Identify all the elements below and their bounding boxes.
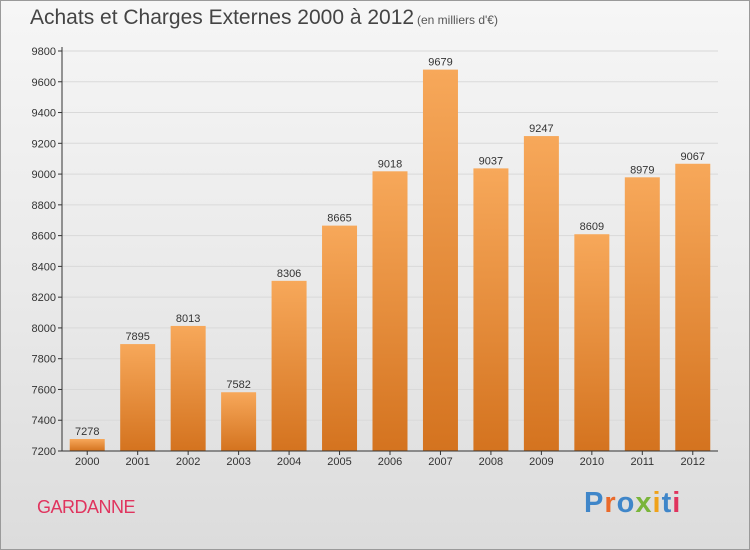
y-tick-label: 9200: [32, 138, 56, 150]
bar: [271, 280, 307, 451]
data-label: 8979: [630, 164, 654, 176]
x-tick-label: 2000: [75, 456, 99, 468]
logo-letter: r: [604, 487, 617, 519]
y-tick-label: 7400: [32, 415, 56, 427]
bar: [69, 439, 105, 451]
bar: [372, 171, 408, 452]
x-tick-label: 2012: [681, 456, 705, 468]
data-label: 7278: [75, 426, 99, 438]
x-tick-label: 2004: [277, 456, 301, 468]
x-tick-label: 2001: [125, 456, 149, 468]
chart-subtitle: (en milliers d'€): [417, 13, 498, 27]
chart-title: Achats et Charges Externes 2000 à 2012: [30, 6, 415, 29]
y-tick-label: 9400: [32, 108, 56, 120]
proxiti-logo: Proxiti: [584, 487, 681, 520]
bar: [422, 69, 458, 451]
x-tick-label: 2002: [176, 456, 200, 468]
y-tick-label: 9800: [32, 46, 56, 58]
bar: [473, 168, 509, 451]
bar: [170, 325, 206, 451]
y-tick-label: 8200: [32, 292, 56, 304]
bar: [221, 392, 257, 451]
data-label: 8306: [277, 268, 301, 280]
data-label: 9247: [529, 123, 553, 135]
bar: [322, 225, 358, 451]
bar: [675, 163, 711, 451]
y-tick-label: 9000: [32, 169, 56, 181]
x-tick-label: 2006: [378, 456, 402, 468]
data-label: 9018: [378, 158, 402, 170]
city-label: GARDANNE: [37, 497, 136, 517]
x-tick-label: 2009: [529, 456, 553, 468]
logo-letter: x: [635, 487, 653, 519]
data-label: 8665: [327, 213, 351, 225]
logo-letter: o: [616, 487, 636, 519]
data-label: 8013: [176, 313, 200, 325]
logo-letter: t: [661, 487, 673, 519]
x-tick-label: 2005: [327, 456, 351, 468]
x-tick-label: 2008: [479, 456, 503, 468]
y-tick-label: 7600: [32, 384, 56, 396]
logo-letter: P: [584, 487, 605, 519]
data-label: 8609: [580, 221, 604, 233]
data-label: 9037: [479, 155, 503, 167]
x-tick-label: 2010: [580, 456, 604, 468]
y-tick-label: 8000: [32, 323, 56, 335]
data-label: 7582: [226, 379, 250, 391]
y-tick-label: 8800: [32, 200, 56, 212]
x-tick-label: 2003: [226, 456, 250, 468]
y-tick-label: 8400: [32, 261, 56, 273]
bar: [574, 234, 610, 451]
data-label: 9067: [681, 151, 705, 163]
y-tick-label: 8600: [32, 231, 56, 243]
data-label: 7895: [125, 331, 149, 343]
bar: [523, 136, 559, 452]
logo-letter: i: [652, 487, 662, 519]
y-tick-label: 7800: [32, 354, 56, 366]
logo-letter: i: [672, 487, 682, 519]
x-tick-label: 2007: [428, 456, 452, 468]
bar: [120, 344, 156, 451]
y-tick-label: 9600: [32, 77, 56, 89]
x-tick-label: 2011: [630, 456, 654, 468]
bar: [624, 177, 660, 452]
y-tick-label: 7200: [32, 446, 56, 458]
data-label: 9679: [428, 57, 452, 69]
